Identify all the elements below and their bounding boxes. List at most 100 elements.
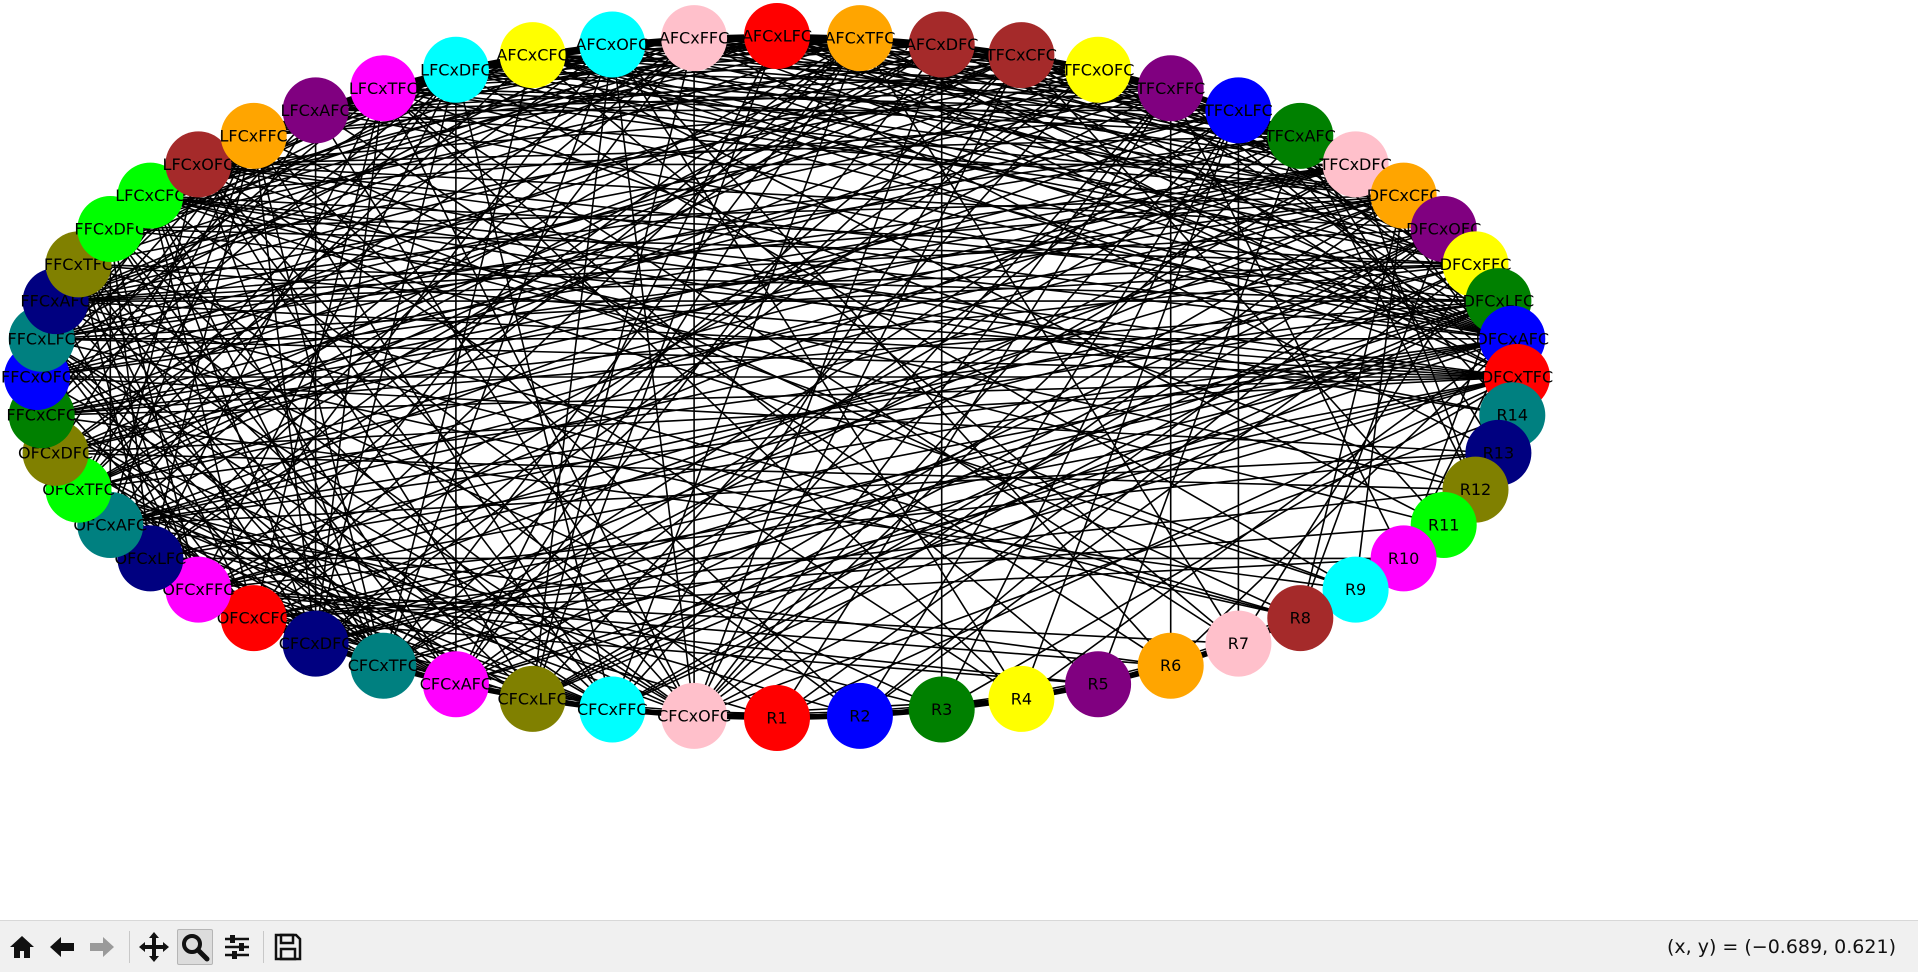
nodes-layer: AFCxLFC AFCxTFC AFCxDFC TFCxCFCTFCxOFCTFCxF… [1, 3, 1553, 751]
graph-edge [77, 69, 457, 491]
graph-edge [315, 69, 1099, 112]
node-circle [988, 665, 1055, 732]
node-circle [165, 131, 232, 198]
graph-edge [1354, 164, 1477, 490]
graph-edge [149, 194, 861, 717]
graph-edge [77, 264, 200, 590]
graph-edge [41, 135, 1301, 340]
node-label: DFCxLFC [1463, 292, 1534, 311]
node-circle [1322, 131, 1389, 198]
node-circle [1267, 102, 1334, 169]
graph-edge [197, 69, 457, 590]
graph-edge [315, 338, 1513, 645]
back-button[interactable] [44, 929, 80, 965]
save-floppy-icon [274, 933, 302, 961]
graph-node: AFCxLFC [742, 3, 812, 69]
node-label: LFCxTFC [349, 79, 418, 98]
save-button[interactable] [270, 929, 306, 965]
node-label: TFCxAFC [1264, 126, 1336, 145]
graph-edge [693, 135, 1301, 717]
graph-edge [455, 35, 778, 685]
toolbar-separator [263, 931, 264, 963]
graph-edge [78, 488, 861, 717]
graph-edge [41, 338, 1301, 619]
graph-edge [455, 338, 1513, 685]
node-label: TFCxFFC [1135, 79, 1205, 98]
configure-subplots-button[interactable] [219, 929, 255, 965]
graph-node: AFCxTFC [824, 5, 895, 72]
graph-node: TFCxLFC [1203, 77, 1273, 144]
coordinate-readout: (x, y) = (−0.689, 0.621) [1666, 936, 1896, 958]
graph-edge [198, 452, 1499, 591]
graph-edge [1237, 263, 1477, 645]
graph-edge [693, 37, 1404, 197]
graph-edge [455, 376, 1518, 685]
node-label: OFCxCFC [217, 609, 291, 628]
graph-edge [109, 228, 778, 719]
graph-edge [110, 452, 1499, 526]
graph-edge [110, 43, 942, 230]
forward-button[interactable] [84, 929, 120, 965]
node-circle [1205, 610, 1272, 677]
graph-edge [455, 69, 614, 710]
graph-edge [198, 588, 1239, 645]
graph-edge [859, 263, 1476, 717]
graph-edge [198, 135, 1301, 166]
graph-edge [693, 300, 1499, 717]
node-label: LFCxDFC [420, 60, 491, 79]
node-circle [826, 682, 893, 749]
graph-edge [532, 228, 1445, 700]
graph-edge [1299, 135, 1477, 490]
home-button[interactable] [4, 929, 40, 965]
graph-edge [532, 54, 1513, 340]
node-label: R11 [1428, 516, 1459, 535]
node-label: CFCxDFC [279, 634, 353, 653]
graph-edge [41, 194, 1404, 416]
graph-node: AFCxFFC [659, 5, 729, 72]
node-label: LFCxAFC [281, 101, 351, 120]
node-circle [1322, 556, 1389, 623]
node-label: R6 [1160, 656, 1181, 675]
back-arrow-icon [50, 937, 74, 957]
pan-button[interactable] [136, 929, 172, 965]
graph-edge [77, 263, 534, 700]
graph-edge [149, 37, 861, 560]
pan-move-icon [139, 932, 169, 962]
configure-subplots-icon [225, 935, 249, 959]
graph-edge [383, 376, 1518, 667]
node-circle [744, 685, 810, 751]
graph-edge [198, 163, 1513, 340]
graph-edge [1299, 195, 1405, 619]
graph-edge [776, 376, 1518, 719]
node-circle [499, 665, 566, 732]
graph-edge [149, 195, 255, 619]
graph-edge [109, 69, 457, 526]
graph-edge [382, 44, 614, 666]
zoom-button[interactable] [177, 929, 213, 965]
graph-edge [78, 488, 695, 717]
node-circle [1370, 525, 1437, 592]
graph-node: TFCxAFC [1264, 102, 1336, 169]
graph-edge [36, 43, 942, 378]
graph-node: R1 [744, 685, 810, 751]
node-circle [908, 676, 975, 743]
graph-edge [455, 69, 1357, 591]
zoom-magnifier-icon [182, 934, 210, 962]
node-label: AFCxCFC [496, 46, 568, 65]
graph-edge [36, 163, 1356, 378]
node-label: AFCxTFC [824, 29, 895, 48]
node-label: R1 [766, 709, 787, 728]
graph-edge [776, 87, 1172, 719]
node-circle [282, 610, 349, 677]
graph-node: R3 [908, 676, 975, 743]
graph-node: R4 [988, 665, 1055, 732]
graph-edge [198, 588, 1171, 667]
graph-node: OFCxFFC [162, 556, 234, 623]
graph-edge [612, 43, 1513, 340]
node-label: AFCxDFC [905, 35, 978, 54]
graph-edge [197, 163, 613, 710]
graph-node: R7 [1205, 610, 1272, 677]
graph-edge [55, 194, 1404, 302]
figure-canvas[interactable]: AFCxLFC AFCxTFC AFCxDFC TFCxCFC TFCxOFC TFCxF… [0, 0, 1918, 920]
graph-edge [78, 263, 695, 717]
